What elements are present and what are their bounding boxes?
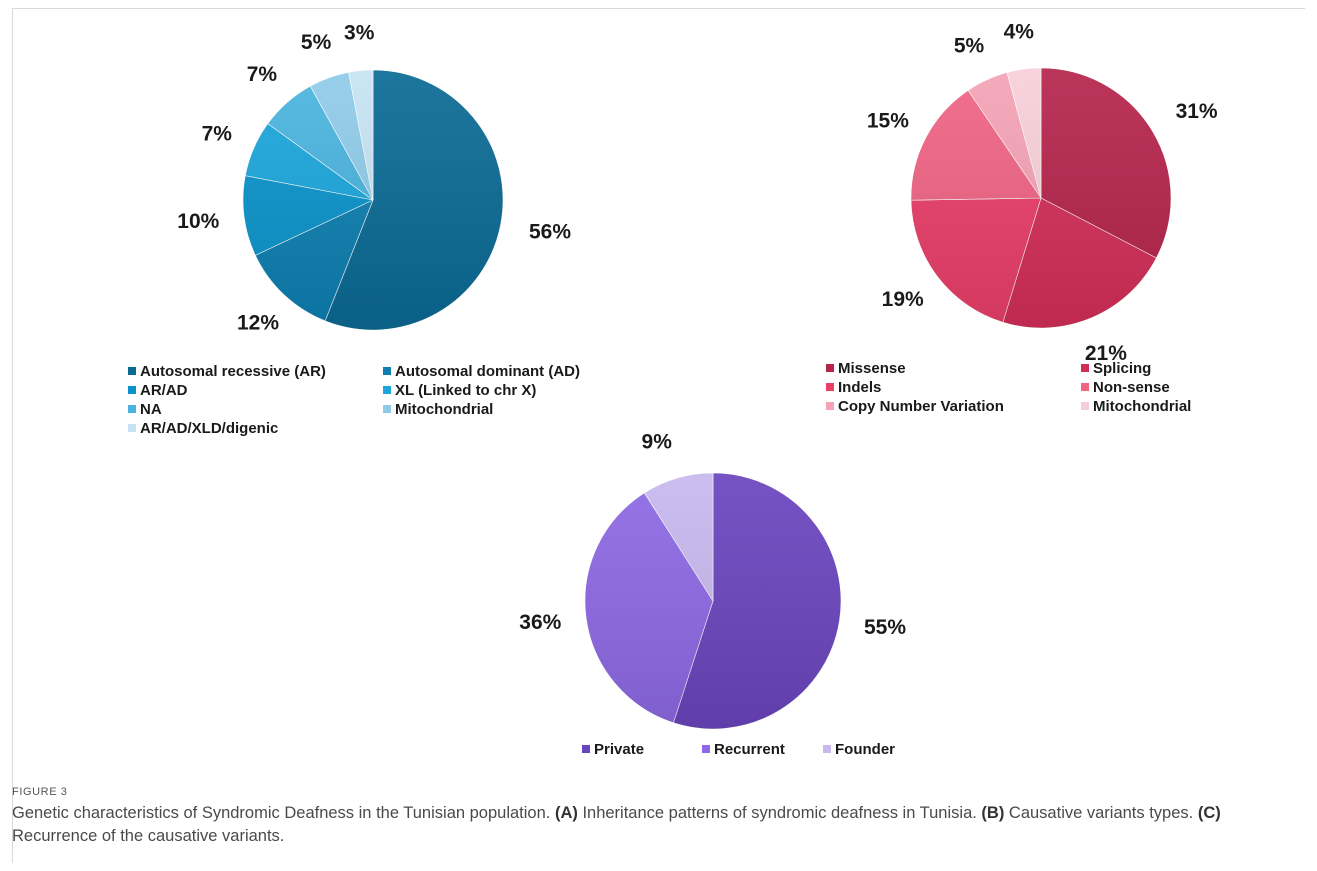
legend: Autosomal recessive (AR) Autosomal domina… bbox=[128, 363, 580, 437]
top-divider bbox=[12, 8, 1305, 9]
value-label: 5% bbox=[954, 34, 985, 57]
legend-item: Copy Number Variation bbox=[826, 398, 1004, 415]
pie-chart-c: 55% 36% 9% Private Recurrent Founder bbox=[519, 431, 906, 758]
value-label: 5% bbox=[301, 31, 332, 54]
caption-tag-c: (C) bbox=[1197, 804, 1221, 822]
legend-item: Autosomal dominant (AD) bbox=[383, 363, 580, 380]
pie-shading bbox=[911, 68, 1171, 328]
legend-label: Indels bbox=[838, 379, 881, 396]
legend-item: Mitochondrial bbox=[383, 401, 493, 418]
legend-label: Missense bbox=[838, 360, 906, 377]
caption-lead: Genetic characteristics of Syndromic Dea… bbox=[12, 804, 555, 822]
value-label: 7% bbox=[247, 63, 278, 86]
legend-item: Autosomal recessive (AR) bbox=[128, 363, 326, 380]
caption-tag-a: (A) bbox=[554, 804, 578, 822]
pie-shading bbox=[585, 473, 841, 729]
legend-label: XL (Linked to chr X) bbox=[395, 382, 536, 399]
figure-caption: FIGURE 3 Genetic characteristics of Synd… bbox=[12, 786, 1302, 848]
value-label: 21% bbox=[1085, 342, 1127, 365]
legend-label: Private bbox=[594, 741, 644, 758]
pie-value-labels: 56% 12% 10% 7% 7% 5% 3% bbox=[177, 22, 571, 335]
legend-item: XL (Linked to chr X) bbox=[383, 382, 536, 399]
legend-swatch bbox=[128, 405, 136, 413]
value-label: 31% bbox=[1176, 100, 1218, 123]
legend-label: Mitochondrial bbox=[395, 401, 493, 418]
legend-item: Missense bbox=[826, 360, 906, 377]
value-label: 9% bbox=[642, 431, 673, 454]
legend-label: Non-sense bbox=[1093, 379, 1170, 396]
legend-item: Private bbox=[582, 741, 644, 758]
legend-item: AR/AD bbox=[128, 382, 188, 399]
legend-label: Mitochondrial bbox=[1093, 398, 1191, 415]
caption-tag-b: (B) bbox=[981, 804, 1005, 822]
legend-swatch bbox=[826, 364, 834, 372]
legend-item: Recurrent bbox=[702, 741, 785, 758]
value-label: 12% bbox=[237, 312, 279, 335]
legend-swatch bbox=[702, 745, 710, 753]
pie-charts-canvas: 56% 12% 10% 7% 7% 5% 3% Autosomal recessive (AR… bbox=[128, 21, 1218, 758]
value-label: 15% bbox=[867, 110, 909, 133]
caption-part-b: Causative variants types. bbox=[1004, 804, 1198, 822]
pie-value-labels: 55% 36% 9% bbox=[519, 431, 906, 639]
legend-item: NA bbox=[128, 401, 162, 418]
legend-swatch bbox=[826, 383, 834, 391]
legend-swatch bbox=[826, 402, 834, 410]
legend-swatch bbox=[1081, 364, 1089, 372]
caption-part-a: Inheritance patterns of syndromic deafne… bbox=[577, 804, 982, 822]
legend-swatch bbox=[128, 367, 136, 375]
legend-label: AR/AD/XLD/digenic bbox=[140, 420, 278, 437]
caption-text: Genetic characteristics of Syndromic Dea… bbox=[12, 802, 1302, 848]
legend-swatch bbox=[823, 745, 831, 753]
legend-item: Indels bbox=[826, 379, 881, 396]
legend-item: Splicing bbox=[1081, 360, 1151, 377]
legend-swatch bbox=[582, 745, 590, 753]
legend-label: Recurrent bbox=[714, 741, 785, 758]
legend-swatch bbox=[383, 367, 391, 375]
value-label: 19% bbox=[882, 288, 924, 311]
value-label: 3% bbox=[344, 22, 375, 45]
figure-label: FIGURE 3 bbox=[12, 786, 68, 798]
pie-chart-b: 31% 21% 19% 15% 5% 4% Missense Splicing Indels No… bbox=[826, 21, 1218, 415]
legend: Private Recurrent Founder bbox=[582, 741, 895, 758]
legend-swatch bbox=[128, 424, 136, 432]
legend-label: Founder bbox=[835, 741, 895, 758]
legend: Missense Splicing Indels Non-sense Copy Numb… bbox=[826, 360, 1191, 415]
value-label: 7% bbox=[202, 122, 233, 145]
value-label: 55% bbox=[864, 616, 906, 639]
value-label: 36% bbox=[519, 611, 561, 634]
legend-swatch bbox=[1081, 402, 1089, 410]
legend-swatch bbox=[383, 405, 391, 413]
legend-label: NA bbox=[140, 401, 162, 418]
legend-swatch bbox=[383, 386, 391, 394]
legend-swatch bbox=[128, 386, 136, 394]
legend-label: Copy Number Variation bbox=[838, 398, 1004, 415]
legend-label: Autosomal dominant (AD) bbox=[395, 363, 580, 380]
legend-label: AR/AD bbox=[140, 382, 188, 399]
legend-item: Mitochondrial bbox=[1081, 398, 1191, 415]
legend-swatch bbox=[1081, 383, 1089, 391]
left-divider bbox=[12, 8, 13, 863]
value-label: 56% bbox=[529, 221, 571, 244]
legend-item: Founder bbox=[823, 741, 895, 758]
legend-item: AR/AD/XLD/digenic bbox=[128, 420, 278, 437]
legend-label: Splicing bbox=[1093, 360, 1151, 377]
value-label: 10% bbox=[177, 210, 219, 233]
legend-item: Non-sense bbox=[1081, 379, 1170, 396]
legend-label: Autosomal recessive (AR) bbox=[140, 363, 326, 380]
pie-shading bbox=[243, 70, 503, 330]
value-label: 4% bbox=[1004, 21, 1035, 44]
caption-part-c: Recurrence of the causative variants. bbox=[12, 827, 285, 845]
pie-value-labels: 31% 21% 19% 15% 5% 4% bbox=[867, 21, 1218, 365]
pie-chart-a: 56% 12% 10% 7% 7% 5% 3% Autosomal recessive (AR… bbox=[128, 22, 580, 437]
